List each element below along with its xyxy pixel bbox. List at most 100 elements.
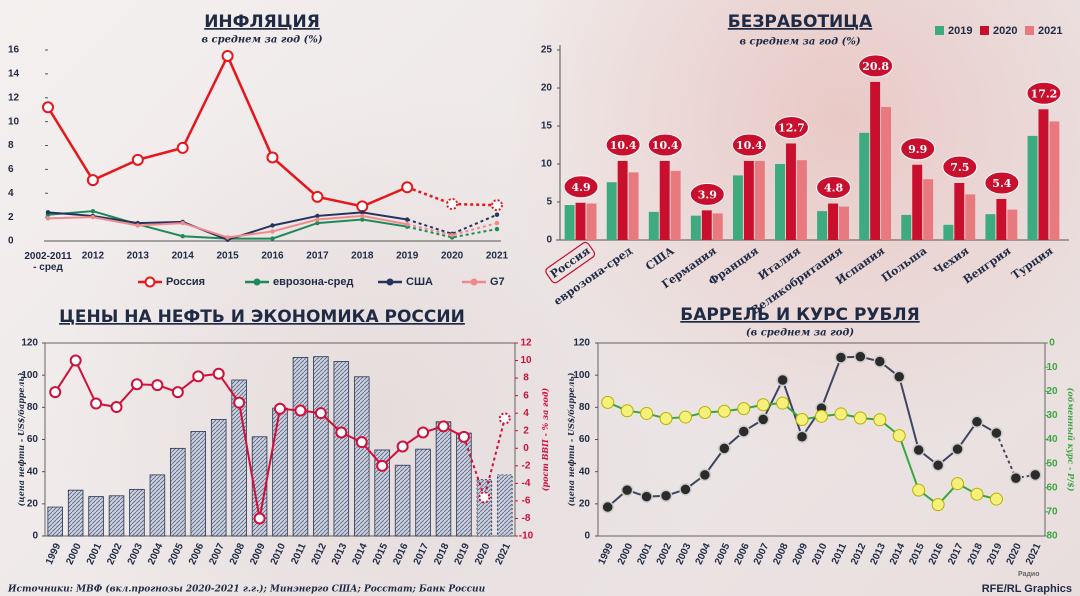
x-tick-label: 2019 — [453, 541, 473, 566]
chart-title: БЕЗРАБОТИЦА — [728, 12, 873, 32]
bar — [881, 107, 892, 240]
marker — [601, 500, 614, 514]
marker — [266, 151, 279, 164]
legend-label: 2021 — [1038, 25, 1062, 37]
legend-label: Россия — [166, 276, 205, 288]
y-tick-label: 10 — [541, 159, 553, 170]
marker — [130, 378, 143, 391]
data-label: 10.4 — [736, 139, 763, 152]
marker — [360, 217, 365, 222]
marker — [396, 440, 409, 453]
x-tick-label: 2013 — [869, 541, 889, 566]
y-tick-label: 80 — [27, 402, 39, 413]
y2-tick-label: -10 — [519, 531, 534, 542]
marker — [640, 406, 654, 420]
marker — [854, 350, 867, 363]
x-tick-label: 2006 — [733, 541, 753, 566]
bar — [659, 160, 670, 240]
bar — [870, 81, 881, 240]
x-tick-label: 2015 — [907, 541, 927, 566]
series-line — [406, 213, 498, 235]
bar — [456, 432, 472, 537]
marker — [678, 410, 692, 424]
y-tick-label: 0 — [584, 531, 590, 542]
bar — [210, 418, 227, 537]
plot-frame — [597, 342, 1046, 537]
y2-tick-label: 6 — [523, 390, 529, 401]
bar — [817, 211, 828, 240]
marker — [135, 223, 140, 228]
y-tick-label: 20 — [579, 498, 591, 509]
x-tick-label: 2004 — [694, 541, 714, 566]
highlight-box — [545, 241, 596, 284]
marker — [970, 415, 984, 429]
bar — [775, 164, 785, 240]
y-tick-label: 6 — [8, 164, 14, 175]
legend-swatch — [935, 26, 944, 35]
bar — [272, 407, 288, 537]
y-tick-label: 0 — [32, 531, 38, 542]
x-tick-label: 2017 — [412, 541, 432, 566]
x-tick-label: 2000 — [616, 541, 636, 566]
bar — [1049, 121, 1060, 240]
marker — [131, 153, 144, 166]
marker — [776, 373, 789, 387]
data-label: 4.8 — [824, 182, 843, 195]
bar — [690, 215, 701, 240]
x-tick-label: Турция — [1009, 244, 1055, 282]
marker — [912, 483, 926, 497]
x-tick-label: 2006 — [187, 541, 207, 566]
data-label: 10.4 — [610, 139, 637, 152]
y2-tick-label: -2 — [522, 460, 531, 471]
y2-tick-label: 80 — [1046, 531, 1058, 542]
x-tick-label: 2002-2011- сред — [24, 251, 72, 273]
marker — [151, 379, 164, 392]
label-bubble — [647, 133, 683, 157]
marker — [110, 401, 123, 414]
marker — [494, 220, 500, 226]
x-tick-label: 2007 — [752, 541, 772, 566]
marker — [405, 222, 410, 227]
marker — [253, 512, 266, 525]
legend-swatch — [1025, 26, 1034, 35]
data-label: 9.9 — [908, 143, 927, 156]
marker — [795, 430, 809, 444]
marker — [270, 229, 275, 234]
marker — [311, 190, 324, 203]
x-tick-group: Польша — [879, 244, 929, 284]
x-tick-label: 2010 — [810, 541, 830, 566]
marker — [620, 404, 634, 418]
bar — [374, 449, 390, 537]
marker — [192, 370, 205, 383]
x-tick-label: 2010 — [269, 541, 289, 566]
label-bubble — [984, 171, 1020, 195]
source-note: Источники: МВФ (вкл.прогнозы 2020-2021 г… — [7, 584, 486, 595]
label-bubble — [942, 155, 978, 179]
marker — [698, 405, 712, 419]
chart-subtitle: в среднем за год (%) — [201, 35, 322, 46]
y2-tick-label: 10 — [1046, 362, 1058, 373]
legend-marker — [470, 278, 478, 286]
legend-marker — [386, 278, 394, 286]
y2-tick-label: 2 — [523, 425, 529, 436]
marker — [873, 413, 887, 427]
x-tick-label: 2013 — [330, 541, 350, 566]
y-tick-label: 25 — [541, 45, 553, 56]
marker — [620, 483, 634, 497]
bar — [996, 198, 1007, 240]
bar — [564, 205, 575, 240]
x-tick-label: 2016 — [391, 541, 411, 566]
marker — [417, 426, 430, 439]
x-tick-label: 2021 — [1024, 541, 1044, 566]
x-tick-label: 1999 — [44, 541, 64, 566]
bar — [839, 206, 849, 240]
chart-title: ИНФЛЯЦИЯ — [204, 12, 320, 32]
x-tick-label: 2009 — [248, 541, 268, 566]
bar — [828, 203, 839, 240]
x-tick-label: 2017 — [306, 251, 329, 262]
y-tick-label: 2 — [8, 212, 14, 223]
marker — [931, 458, 945, 472]
marker — [90, 208, 96, 214]
bar — [497, 474, 513, 537]
bar — [251, 436, 268, 537]
